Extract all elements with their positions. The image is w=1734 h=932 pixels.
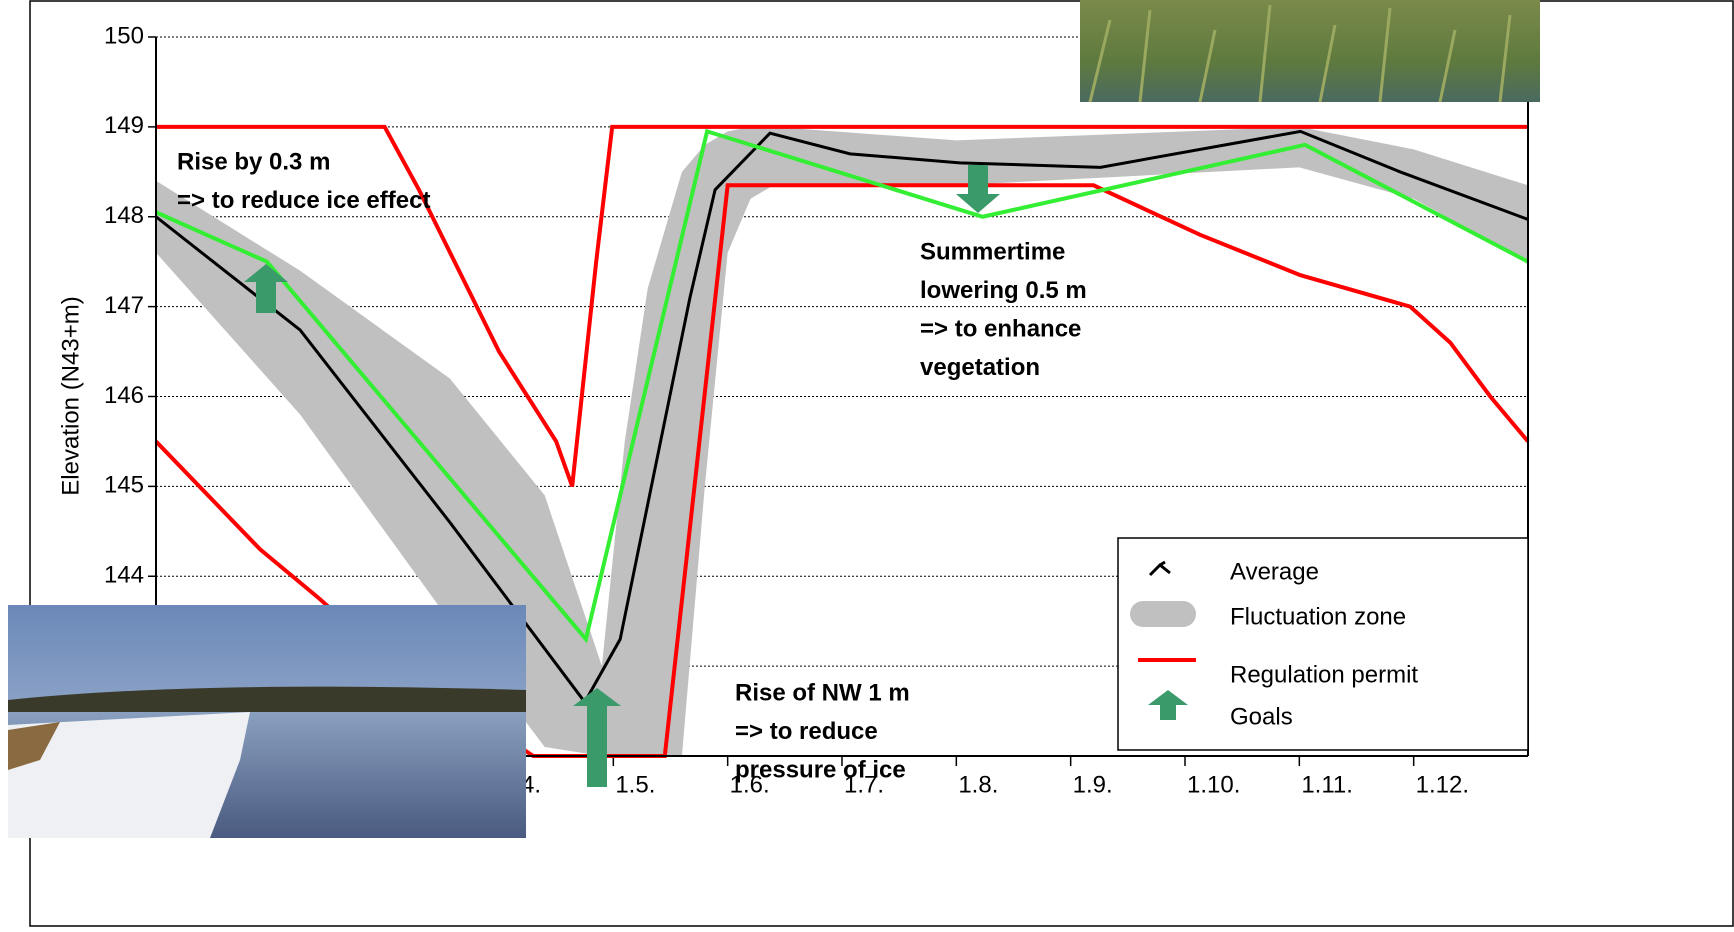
photo-lake	[8, 605, 526, 838]
y-tick-label: 148	[104, 202, 144, 229]
annotation: => to reduce ice effect	[177, 187, 430, 214]
annotation: pressure of ice	[735, 756, 906, 783]
annotation: lowering 0.5 m	[920, 277, 1087, 304]
y-tick-label: 146	[104, 382, 144, 409]
x-tick-label: 1.5.	[615, 771, 655, 798]
y-tick-label: 147	[104, 292, 144, 319]
x-tick-label: 1.9.	[1073, 771, 1113, 798]
legend-box	[1118, 538, 1528, 750]
legend-label: Average	[1230, 558, 1319, 585]
photo-grass	[1080, 0, 1540, 102]
y-tick-label: 149	[104, 112, 144, 139]
y-tick-label: 144	[104, 562, 144, 589]
annotation: vegetation	[920, 354, 1040, 381]
y-tick-label: 145	[104, 472, 144, 499]
legend-swatch-zone	[1130, 601, 1196, 627]
page: {"chart_data":{"type":"line", "y_axis_la…	[0, 0, 1734, 932]
annotation: Rise of NW 1 m	[735, 679, 910, 706]
y-axis-label: Elevation (N43+m)	[57, 296, 84, 495]
legend-label: Regulation permit	[1230, 661, 1418, 688]
annotation: => to reduce	[735, 718, 878, 745]
x-tick-label: 1.10.	[1187, 771, 1240, 798]
y-tick-label: 150	[104, 22, 144, 49]
legend-label: Goals	[1230, 703, 1293, 730]
legend-label: Fluctuation zone	[1230, 603, 1406, 630]
annotation: Rise by 0.3 m	[177, 148, 330, 175]
x-tick-label: 1.12.	[1416, 771, 1469, 798]
legend: Average Fluctuation zone Regulation permit…	[1118, 538, 1528, 750]
x-tick-label: 1.11.	[1301, 771, 1353, 798]
annotation: => to enhance	[920, 315, 1081, 342]
x-tick-label: 1.8.	[958, 771, 998, 798]
chart: 1431441451461471481491501.1.1.2.1.3.1.4.…	[0, 0, 1734, 927]
annotation: Summertime	[920, 238, 1065, 265]
